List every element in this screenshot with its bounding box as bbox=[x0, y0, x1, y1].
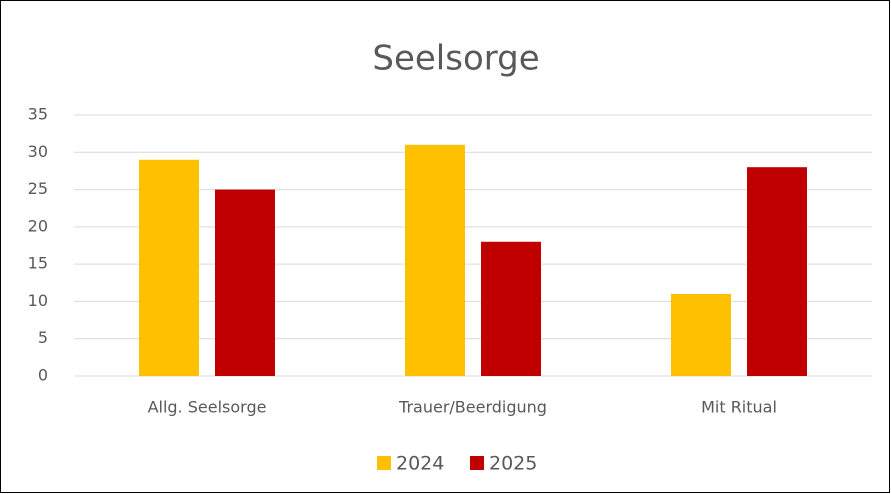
legend-label: 2025 bbox=[489, 453, 537, 475]
bar bbox=[481, 241, 541, 376]
y-tick-label: 25 bbox=[28, 179, 48, 198]
bar bbox=[405, 144, 465, 376]
x-tick-label: Trauer/Beerdigung bbox=[398, 398, 547, 417]
y-tick-label: 20 bbox=[28, 216, 48, 235]
x-tick-label: Allg. Seelsorge bbox=[148, 398, 267, 417]
chart-title: Seelsorge bbox=[372, 39, 539, 79]
legend-swatch bbox=[470, 456, 484, 470]
y-tick-label: 5 bbox=[38, 328, 48, 347]
legend-label: 2024 bbox=[396, 453, 444, 475]
y-tick-label: 15 bbox=[28, 254, 48, 273]
bar bbox=[671, 293, 731, 376]
bar bbox=[747, 167, 807, 376]
bar bbox=[139, 159, 199, 376]
y-tick-label: 35 bbox=[28, 105, 48, 124]
y-tick-label: 0 bbox=[38, 366, 48, 385]
bar bbox=[215, 189, 275, 376]
legend-swatch bbox=[377, 456, 391, 470]
x-tick-label: Mit Ritual bbox=[701, 398, 777, 417]
y-tick-label: 10 bbox=[28, 291, 48, 310]
y-tick-label: 30 bbox=[28, 142, 48, 161]
